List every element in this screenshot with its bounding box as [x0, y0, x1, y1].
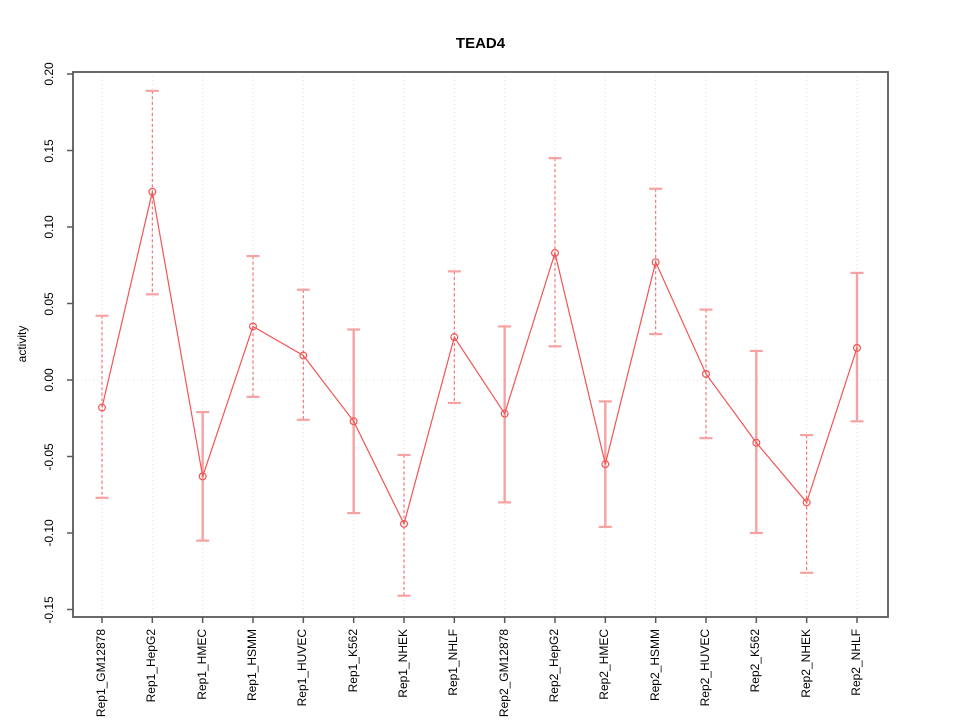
x-tick-label: Rep2_GM12878	[496, 629, 511, 718]
y-tick-label: -0.15	[42, 595, 56, 624]
y-tick-label: 0.10	[42, 215, 56, 239]
x-tick-label: Rep2_K562	[748, 629, 763, 693]
x-tick-label: Rep1_GM12878	[94, 629, 108, 718]
x-tick-label: Rep2_NHEK	[798, 629, 813, 698]
x-tick-label: Rep2_HepG2	[546, 629, 561, 703]
x-tick-label: Rep2_NHLF	[848, 629, 863, 696]
x-tick-label: Rep2_HMEC	[597, 629, 612, 700]
x-tick-label: Rep1_HepG2	[144, 629, 159, 703]
x-tick-label: Rep1_K562	[345, 629, 360, 693]
x-tick-label: Rep1_NHEK	[395, 629, 410, 698]
x-tick-label: Rep1_HUVEC	[295, 629, 310, 707]
x-tick-label: Rep1_NHLF	[446, 629, 461, 696]
y-tick-label: 0.15	[42, 138, 56, 163]
y-tick-label: 0.20	[42, 62, 56, 86]
x-tick-label: Rep2_HUVEC	[697, 629, 712, 707]
x-tick-label: Rep2_HSMM	[647, 629, 662, 702]
y-tick-label: -0.05	[42, 442, 56, 471]
y-tick-label: 0.05	[42, 291, 56, 316]
x-tick-label: Rep1_HSMM	[244, 629, 259, 702]
chart-title: TEAD4	[455, 35, 506, 52]
y-tick-label: -0.10	[42, 519, 56, 547]
x-tick-label: Rep1_HMEC	[194, 629, 209, 700]
y-tick-label: 0.00	[42, 368, 56, 392]
